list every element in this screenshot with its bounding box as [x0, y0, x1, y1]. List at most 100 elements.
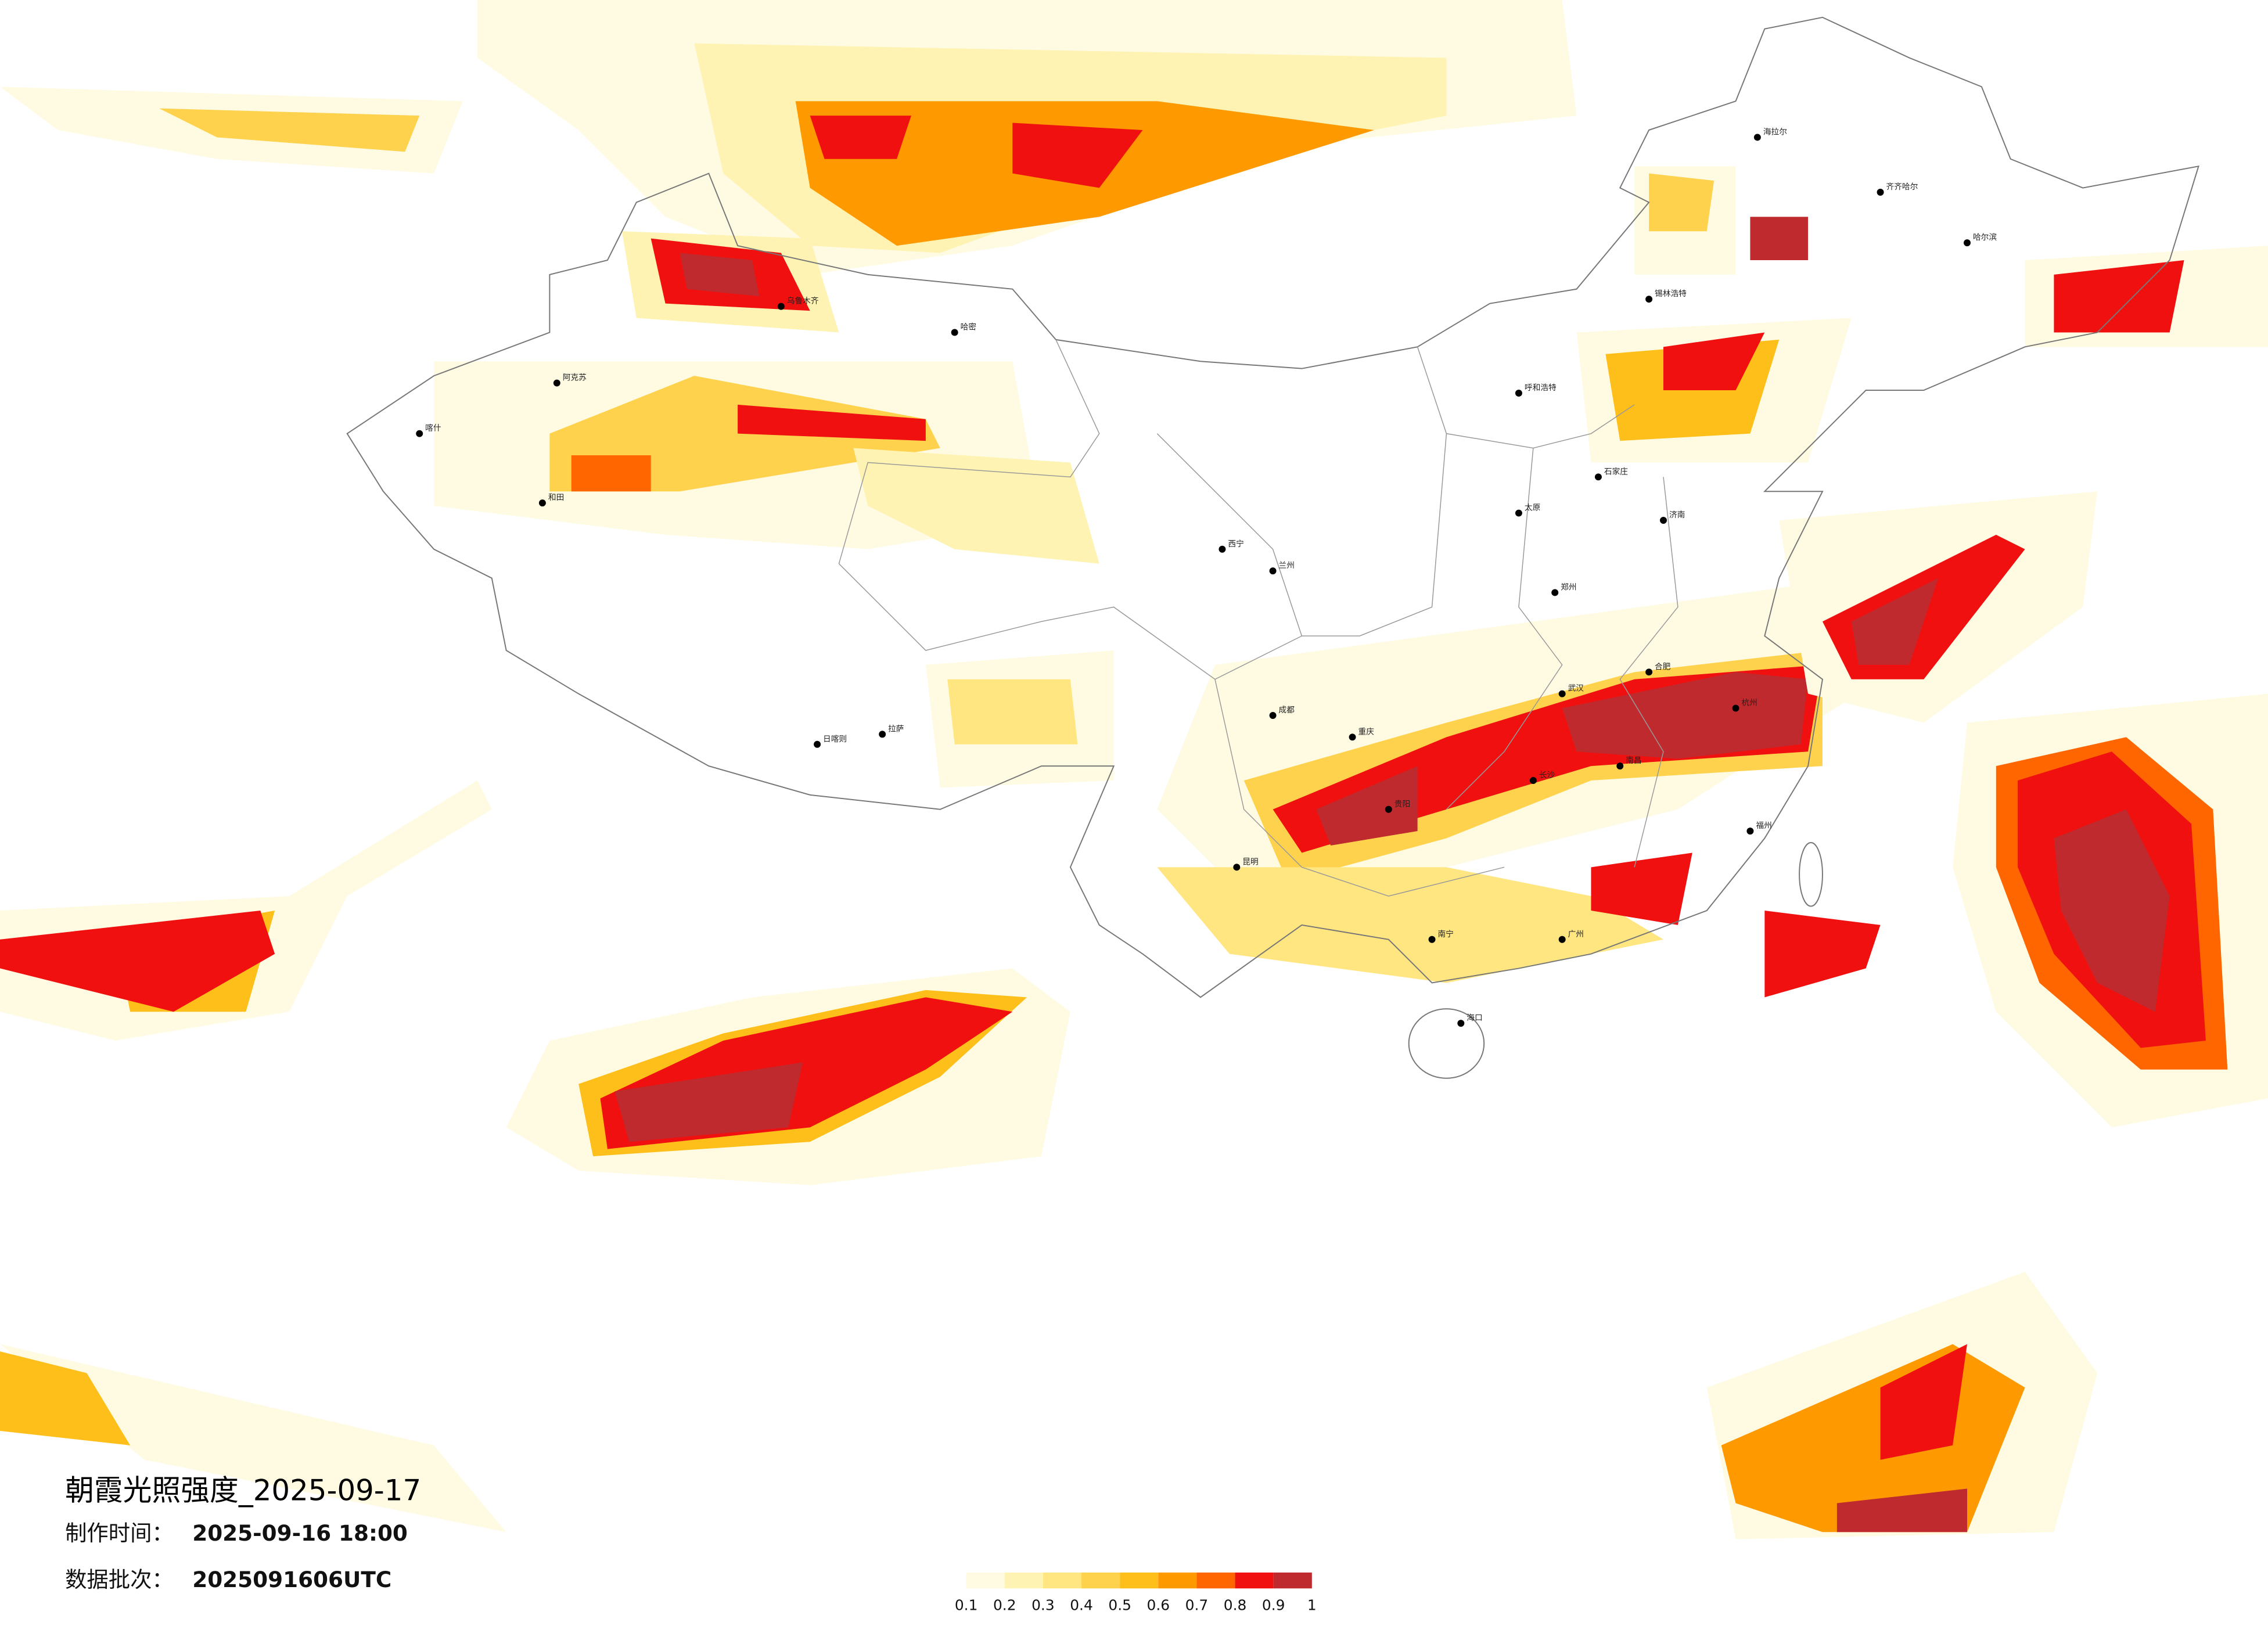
heat-region	[614, 1062, 803, 1142]
colorbar-tick-label: 0.4	[1070, 1597, 1093, 1614]
city-label: 阿克苏	[563, 373, 587, 383]
heat-region	[2054, 809, 2170, 1012]
city-dot	[538, 499, 546, 507]
city-dot	[951, 329, 958, 336]
colorbar-tick-label: 0.1	[955, 1597, 978, 1614]
city-label: 武汉	[1568, 684, 1584, 693]
city-dot	[1551, 589, 1559, 596]
city-dot	[553, 379, 560, 387]
city-label: 日喀则	[823, 735, 847, 744]
city-label: 乌鲁木齐	[787, 297, 819, 306]
city-label: 哈密	[961, 322, 977, 332]
city-label: 南昌	[1626, 756, 1641, 765]
city-label: 长沙	[1539, 771, 1555, 780]
heat-region	[1649, 173, 1715, 232]
colorbar-tick-label: 1	[1307, 1597, 1317, 1614]
city-dot	[1349, 733, 1356, 741]
city-dot	[1964, 239, 1971, 247]
city-label: 海拉尔	[1763, 127, 1787, 136]
heat-region	[159, 108, 420, 152]
city-dot	[1645, 296, 1653, 303]
city-label: 太原	[1525, 503, 1540, 513]
heat-region	[1316, 766, 1418, 846]
colorbar-tick-label: 0.6	[1146, 1597, 1170, 1614]
heat-region	[738, 404, 926, 441]
city-label: 福州	[1756, 821, 1771, 830]
city-label: 哈尔滨	[1973, 233, 1997, 242]
city-dot	[1746, 828, 1754, 835]
city-dot	[1660, 517, 1667, 524]
heat-region	[1880, 1344, 1967, 1460]
city-dot	[1645, 668, 1653, 676]
city-dot	[1457, 1020, 1465, 1027]
heat-region	[571, 455, 651, 492]
heat-region	[0, 1344, 506, 1533]
city-label: 成都	[1279, 706, 1295, 715]
heat-layer	[0, 0, 2268, 1539]
heat-region	[0, 1351, 131, 1445]
city-label: 贵阳	[1394, 800, 1410, 809]
colorbar-tick-label: 0.7	[1185, 1597, 1209, 1614]
city-dot	[1515, 509, 1522, 517]
city-dot	[1877, 189, 1884, 196]
city-label: 济南	[1669, 510, 1685, 520]
colorbar-swatch	[966, 1572, 1005, 1589]
heat-region	[1157, 867, 1663, 983]
city-label: 呼和浩特	[1525, 383, 1557, 393]
island-border	[1408, 1008, 1485, 1079]
colorbar-tick-label: 0.3	[1031, 1597, 1055, 1614]
colorbar-tick-label: 0.2	[993, 1597, 1016, 1614]
heat-region	[1663, 332, 1765, 390]
city-label: 昆明	[1242, 857, 1258, 866]
city-label: 海口	[1467, 1013, 1482, 1023]
heat-region	[1851, 578, 1939, 665]
colorbar: 0.1 0.2 0.3 0.4 0.5 0.6 0.7 0.8 0.9 1	[955, 1572, 1317, 1614]
city-dot	[1616, 762, 1624, 770]
heat-region	[1591, 852, 1692, 925]
data-batch-label: 数据批次：	[65, 1567, 174, 1592]
city-dot	[1233, 864, 1241, 871]
colorbar-swatch	[1120, 1572, 1159, 1589]
city-dot	[1269, 567, 1277, 575]
city-dot	[416, 430, 423, 437]
city-label: 广州	[1568, 930, 1584, 939]
colorbar-tick-label: 0.9	[1262, 1597, 1285, 1614]
island-border	[1799, 842, 1823, 907]
city-dot	[1385, 805, 1392, 813]
city-label: 重庆	[1358, 727, 1375, 736]
city-dot	[1594, 473, 1602, 481]
colorbar-swatch	[1081, 1572, 1120, 1589]
city-dot	[1269, 712, 1277, 719]
city-dot	[879, 731, 886, 738]
city-label: 喀什	[425, 424, 441, 433]
city-label: 兰州	[1279, 561, 1295, 570]
city-label: 西宁	[1228, 539, 1243, 549]
city-label: 杭州	[1741, 699, 1757, 708]
city-dot	[777, 303, 785, 310]
colorbar-swatch	[1235, 1572, 1274, 1589]
city-label: 石家庄	[1604, 466, 1628, 476]
heat-region	[1750, 217, 1809, 260]
city-dot	[814, 740, 821, 748]
heat-region	[1836, 1488, 1967, 1533]
city-dot	[1515, 390, 1522, 397]
city-dot	[1529, 777, 1537, 784]
colorbar-swatch	[1043, 1572, 1082, 1589]
province-border	[838, 339, 1678, 897]
heat-region	[810, 116, 911, 159]
city-label: 合肥	[1655, 662, 1671, 671]
city-label: 齐齐哈尔	[1886, 182, 1918, 192]
colorbar-tick-label: 0.5	[1108, 1597, 1131, 1614]
city-dot	[1428, 936, 1436, 943]
map-title: 朝霞光照强度_2025-09-17	[65, 1473, 421, 1507]
city-label: 南宁	[1437, 929, 1453, 939]
city-dot	[1219, 545, 1226, 553]
city-dot	[1753, 134, 1761, 141]
colorbar-swatch	[1273, 1572, 1312, 1589]
heat-region	[947, 679, 1078, 744]
colorbar-swatch	[1158, 1572, 1197, 1589]
colorbar-tick-label: 0.8	[1224, 1597, 1247, 1614]
city-label: 郑州	[1561, 582, 1576, 592]
city-dot	[1558, 936, 1566, 943]
